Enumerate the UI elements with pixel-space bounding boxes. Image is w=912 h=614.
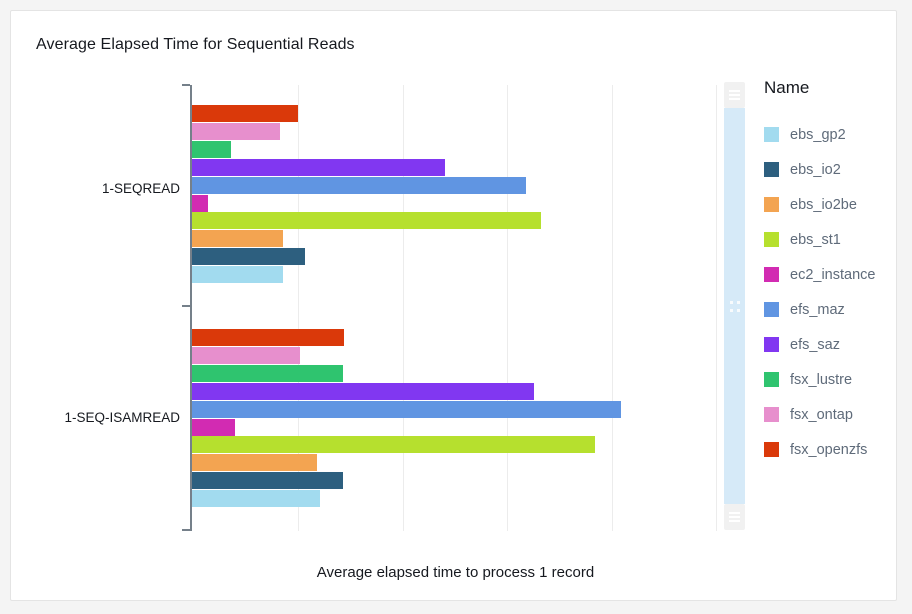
bar-ebs_st1-1-SEQ-ISAMREAD[interactable] (192, 436, 596, 454)
legend-label: fsx_ontap (790, 406, 853, 423)
bar-fsx_lustre-1-SEQREAD[interactable] (192, 140, 231, 158)
legend-label: ebs_io2be (790, 196, 857, 213)
legend-item-efs_maz[interactable]: efs_maz (764, 292, 896, 327)
category-label-1-SEQREAD: 1-SEQREAD (101, 181, 180, 196)
bar-efs_saz-1-SEQREAD[interactable] (192, 158, 445, 176)
drag-dots-icon (729, 301, 733, 304)
legend-swatch-icon (764, 232, 779, 247)
bar-fsx_lustre-1-SEQ-ISAMREAD[interactable] (192, 364, 343, 382)
legend-item-ebs_io2[interactable]: ebs_io2 (764, 152, 896, 187)
bar-ebs_io2be-1-SEQ-ISAMREAD[interactable] (192, 454, 318, 472)
legend-label: efs_maz (790, 301, 845, 318)
bar-efs_maz-1-SEQ-ISAMREAD[interactable] (192, 400, 621, 418)
legend-title: Name (764, 78, 810, 97)
legend-item-efs_saz[interactable]: efs_saz (764, 327, 896, 362)
legend-item-fsx_lustre[interactable]: fsx_lustre (764, 362, 896, 397)
legend-item-fsx_ontap[interactable]: fsx_ontap (764, 397, 896, 432)
legend: Name ebs_gp2 ebs_io2 ebs_io2be ebs_st1 ec2_i… (764, 78, 896, 467)
bar-ebs_gp2-1-SEQREAD[interactable] (192, 266, 283, 284)
grip-lines-icon (729, 516, 740, 518)
gridline (716, 85, 717, 531)
bar-ebs_io2-1-SEQ-ISAMREAD[interactable] (192, 472, 343, 490)
bar-efs_saz-1-SEQ-ISAMREAD[interactable] (192, 382, 534, 400)
bar-fsx_ontap-1-SEQ-ISAMREAD[interactable] (192, 346, 300, 364)
legend-item-ec2_instance[interactable]: ec2_instance (764, 257, 896, 292)
gridline (402, 85, 404, 531)
legend-swatch-icon (764, 302, 779, 317)
bar-efs_maz-1-SEQREAD[interactable] (192, 176, 527, 194)
scrollbar-track[interactable] (724, 108, 745, 504)
bar-ec2_instance-1-SEQ-ISAMREAD[interactable] (192, 418, 235, 436)
bar-ebs_io2be-1-SEQREAD[interactable] (192, 230, 283, 248)
x-axis-label: Average elapsed time to process 1 record (316, 564, 595, 581)
legend-swatch-icon (764, 197, 779, 212)
legend-item-ebs_io2be[interactable]: ebs_io2be (764, 187, 896, 222)
bar-fsx_openzfs-1-SEQREAD[interactable] (192, 105, 298, 122)
category-label-1-SEQ-ISAMREAD: 1-SEQ-ISAMREAD (64, 410, 180, 425)
legend-label: ebs_st1 (790, 231, 841, 248)
legend-item-fsx_openzfs[interactable]: fsx_openzfs (764, 432, 896, 467)
legend-item-ebs_gp2[interactable]: ebs_gp2 (764, 117, 896, 152)
legend-label: efs_saz (790, 336, 840, 353)
y-axis-tick-bottom (182, 529, 190, 531)
chart-scrollbar[interactable] (724, 82, 745, 530)
legend-label: fsx_lustre (790, 371, 853, 388)
chart-card: Average Elapsed Time for Sequential Read… (10, 10, 897, 601)
bar-fsx_openzfs-1-SEQ-ISAMREAD[interactable] (192, 329, 344, 346)
gridline (298, 85, 299, 531)
bar-ebs_gp2-1-SEQ-ISAMREAD[interactable] (192, 490, 320, 508)
legend-swatch-icon (764, 407, 779, 422)
legend-swatch-icon (764, 162, 779, 177)
bar-fsx_ontap-1-SEQREAD[interactable] (192, 122, 280, 140)
legend-item-ebs_st1[interactable]: ebs_st1 (764, 222, 896, 257)
grip-lines-icon (729, 94, 740, 96)
legend-swatch-icon (764, 127, 779, 142)
y-axis-tick-top (182, 84, 190, 86)
bar-ebs_st1-1-SEQREAD[interactable] (192, 212, 542, 230)
y-axis-tick-middle (182, 305, 190, 307)
chart-title: Average Elapsed Time for Sequential Read… (36, 36, 355, 53)
bar-ebs_io2-1-SEQREAD[interactable] (192, 248, 305, 266)
legend-label: fsx_openzfs (790, 441, 868, 458)
gridline (507, 85, 508, 531)
bar-ec2_instance-1-SEQREAD[interactable] (192, 194, 208, 212)
legend-swatch-icon (764, 442, 779, 457)
legend-swatch-icon (764, 372, 779, 387)
scrollbar-bottom-handle[interactable] (724, 504, 745, 530)
legend-label: ebs_io2 (790, 161, 841, 178)
legend-label: ebs_gp2 (790, 126, 846, 143)
plot-area: 1-SEQREAD 1-SEQ-ISAMREAD (64, 84, 721, 531)
legend-swatch-icon (764, 337, 779, 352)
legend-list: ebs_gp2 ebs_io2 ebs_io2be ebs_st1 ec2_instan… (764, 117, 896, 467)
scrollbar-top-handle[interactable] (724, 82, 745, 108)
legend-swatch-icon (764, 267, 779, 282)
gridline (611, 85, 613, 531)
legend-label: ec2_instance (790, 266, 876, 283)
